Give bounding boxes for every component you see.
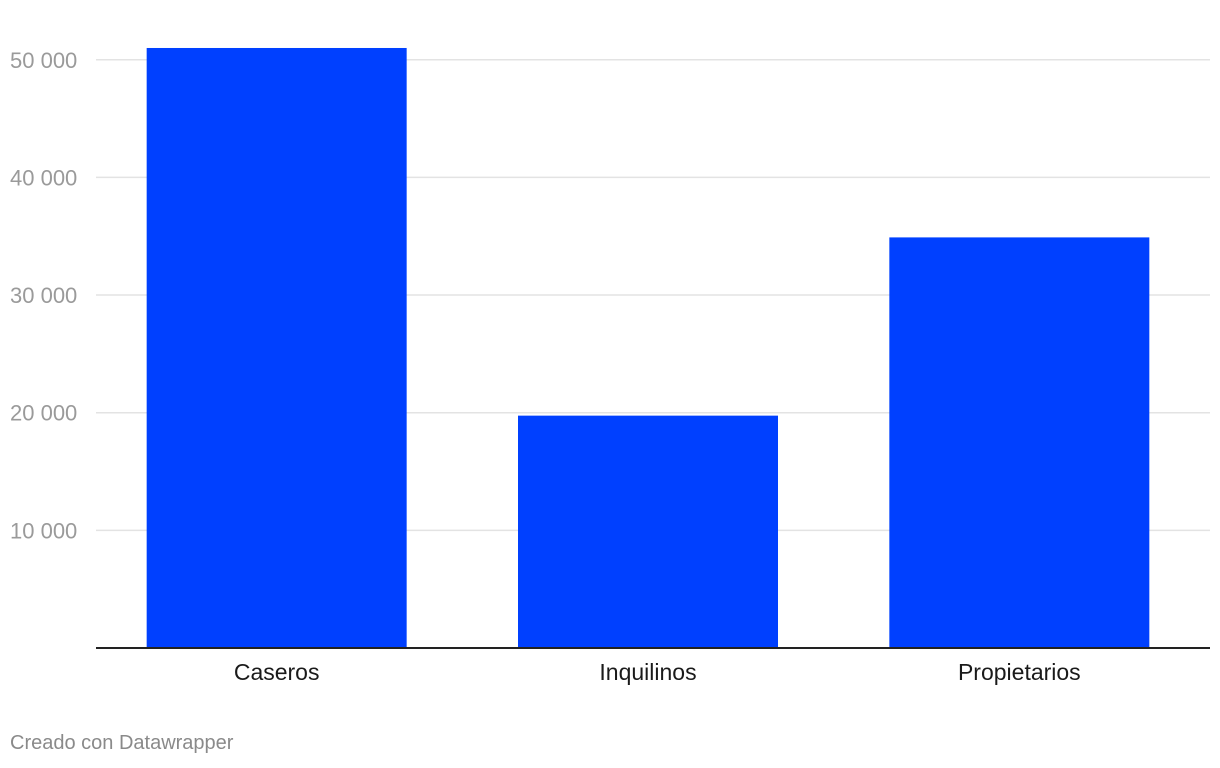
bar-propietarios: [889, 237, 1150, 649]
y-tick-label: 10 000: [10, 518, 77, 543]
y-tick-label: 30 000: [10, 283, 77, 308]
y-axis-ticks: 10 000 20 000 30 000 40 000 50 000: [10, 48, 77, 544]
bar-caseros: [146, 47, 407, 649]
bar-inquilinos: [518, 415, 778, 648]
category-label-propietarios: Propietarios: [958, 659, 1081, 685]
category-label-inquilinos: Inquilinos: [599, 659, 696, 685]
y-tick-label: 40 000: [10, 165, 77, 190]
y-tick-label: 20 000: [10, 401, 77, 426]
y-tick-label: 50 000: [10, 48, 77, 73]
bars: [146, 47, 1150, 649]
category-label-caseros: Caseros: [234, 659, 320, 685]
credit-text: Creado con Datawrapper: [10, 732, 234, 754]
x-axis-categories: Caseros Inquilinos Propietarios: [234, 659, 1081, 685]
